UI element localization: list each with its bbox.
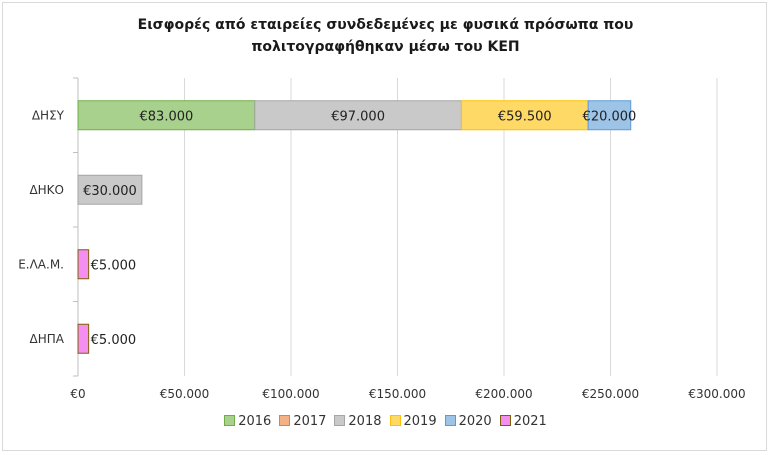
legend-label: 2019 — [403, 414, 437, 429]
data-label: €59.500 — [498, 109, 552, 124]
legend-swatch — [334, 415, 346, 426]
chart-title: Εισφορές από εταιρείες συνδεδεμένες με φ… — [0, 14, 771, 58]
y-tick-label: Ε.ΛΑ.Μ. — [18, 257, 64, 271]
legend-label: 2017 — [293, 414, 327, 429]
y-tick-label: ΔΗΚΟ — [29, 183, 64, 197]
data-label: €5.000 — [91, 333, 136, 348]
chart-title-line-2: πολιτογραφήθηκαν μέσω του ΚΕΠ — [251, 39, 520, 55]
legend-label: 2018 — [348, 414, 382, 429]
bar-segment — [77, 249, 90, 280]
data-label: €83.000 — [140, 109, 194, 124]
bar-segment — [77, 174, 143, 205]
bar-segment — [77, 323, 90, 354]
data-label: €20.000 — [583, 109, 637, 124]
legend-swatch — [444, 415, 456, 426]
legend-item: 2016 — [224, 414, 271, 429]
legend-swatch — [224, 415, 236, 426]
legend-swatch — [499, 415, 511, 426]
bar-segment — [587, 100, 632, 131]
x-tick-label: €250.000 — [582, 387, 639, 401]
chart-frame — [2, 2, 767, 451]
x-tick-label: €150.000 — [369, 387, 426, 401]
data-label: €97.000 — [331, 109, 385, 124]
bar-segment — [460, 100, 589, 131]
legend-item: 2017 — [279, 414, 326, 429]
data-label: €30.000 — [83, 184, 137, 199]
data-label: €5.000 — [91, 258, 136, 273]
legend-item: 2020 — [444, 414, 492, 429]
legend: 2016 2017 2018 2019 2020 2021 — [0, 414, 771, 429]
y-tick-label: ΔΗΣΥ — [32, 108, 65, 122]
x-tick-label: €300.000 — [688, 387, 745, 401]
legend-label: 2020 — [458, 414, 492, 429]
legend-label: 2021 — [513, 414, 547, 429]
legend-swatch — [389, 415, 401, 426]
chart-title-line-1: Εισφορές από εταιρείες συνδεδεμένες με φ… — [137, 17, 634, 33]
x-tick-label: €200.000 — [475, 387, 532, 401]
legend-label: 2016 — [238, 414, 272, 429]
x-tick-label: €100.000 — [262, 387, 319, 401]
bar-segment — [254, 100, 462, 131]
legend-swatch — [279, 415, 291, 426]
legend-item: 2019 — [389, 414, 437, 429]
legend-item: 2018 — [334, 414, 382, 429]
x-tick-label: €50.000 — [160, 387, 210, 401]
legend-item: 2021 — [499, 414, 547, 429]
x-tick-label: €0 — [70, 387, 85, 401]
y-tick-label: ΔΗΠΑ — [30, 332, 65, 346]
